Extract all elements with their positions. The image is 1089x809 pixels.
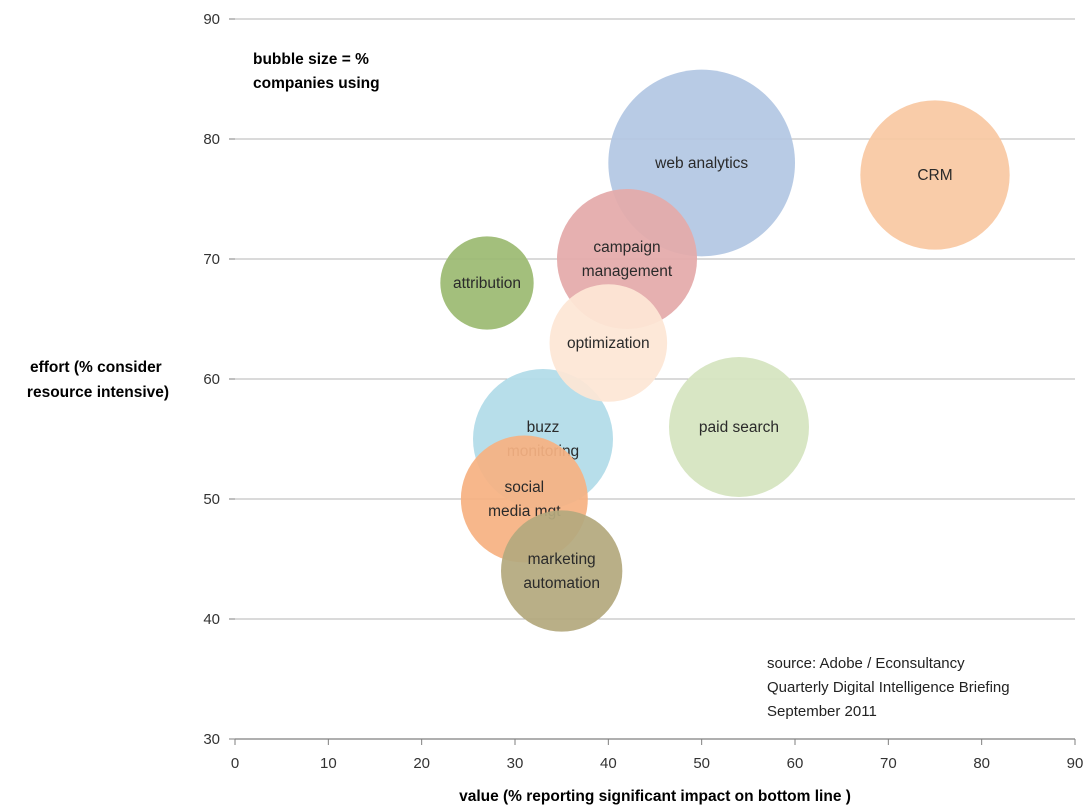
- bubble-label-optimization-0: optimization: [567, 335, 650, 352]
- bubble-label-paid-search-0: paid search: [699, 419, 779, 436]
- y-tick-label-40: 40: [203, 611, 220, 628]
- bubble-paid-search: paid search: [669, 357, 809, 497]
- bubble-circle-optimization: [549, 284, 668, 402]
- x-tick-label-80: 80: [973, 755, 990, 772]
- x-axis-ticks: 0 10 20 30 40 50 60 70 80 90: [231, 739, 1084, 772]
- x-tick-label-0: 0: [231, 755, 239, 772]
- y-axis-title: effort (% consider resource intensive): [27, 359, 169, 401]
- bubble-label-campaign-management-0: campaign: [593, 239, 660, 256]
- x-tick-label-40: 40: [600, 755, 617, 772]
- y-axis-ticks: 30 40 50 60 70 80 90: [203, 11, 235, 748]
- bubble-label-crm-0: CRM: [917, 167, 952, 184]
- y-tick-label-30: 30: [203, 731, 220, 748]
- bubble-attribution: attribution: [440, 236, 534, 330]
- bubble-label-campaign-management-1: management: [582, 263, 673, 280]
- bubbles: web analytics CRM campaign management attrib…: [440, 69, 1010, 632]
- bubble-circle-crm: [860, 100, 1010, 250]
- bubble-crm: CRM: [860, 100, 1010, 250]
- bubble-label-web-analytics-0: web analytics: [654, 155, 748, 172]
- bubble-label-marketing-automation-1: automation: [523, 575, 600, 592]
- bubble-circle-paid-search: [669, 357, 809, 497]
- x-axis-title: value (% reporting significant impact on…: [459, 788, 851, 805]
- x-tick-label-60: 60: [787, 755, 804, 772]
- y-tick-label-50: 50: [203, 491, 220, 508]
- bubble-label-buzz-monitoring-0: buzz: [527, 419, 560, 436]
- x-tick-label-10: 10: [320, 755, 337, 772]
- bubble-marketing-automation: marketing automation: [501, 510, 623, 632]
- bubble-circle-marketing-automation: [501, 510, 623, 632]
- x-tick-label-50: 50: [693, 755, 710, 772]
- bubble-label-social-media-mgt-0: social: [505, 479, 545, 496]
- x-tick-label-70: 70: [880, 755, 897, 772]
- bubble-circle-attribution: [440, 236, 534, 330]
- y-tick-label-90: 90: [203, 11, 220, 28]
- bubble-label-attribution-0: attribution: [453, 275, 521, 292]
- source-note: source: Adobe / Econsultancy Quarterly D…: [767, 655, 1014, 720]
- bubble-size-note: bubble size = % companies using: [253, 51, 380, 92]
- bubble-label-marketing-automation-0: marketing: [528, 551, 596, 568]
- y-tick-label-80: 80: [203, 131, 220, 148]
- x-tick-label-90: 90: [1067, 755, 1084, 772]
- bubble-optimization: optimization: [549, 284, 668, 402]
- x-tick-label-20: 20: [413, 755, 430, 772]
- y-tick-label-70: 70: [203, 251, 220, 268]
- x-tick-label-30: 30: [507, 755, 524, 772]
- y-tick-label-60: 60: [203, 371, 220, 388]
